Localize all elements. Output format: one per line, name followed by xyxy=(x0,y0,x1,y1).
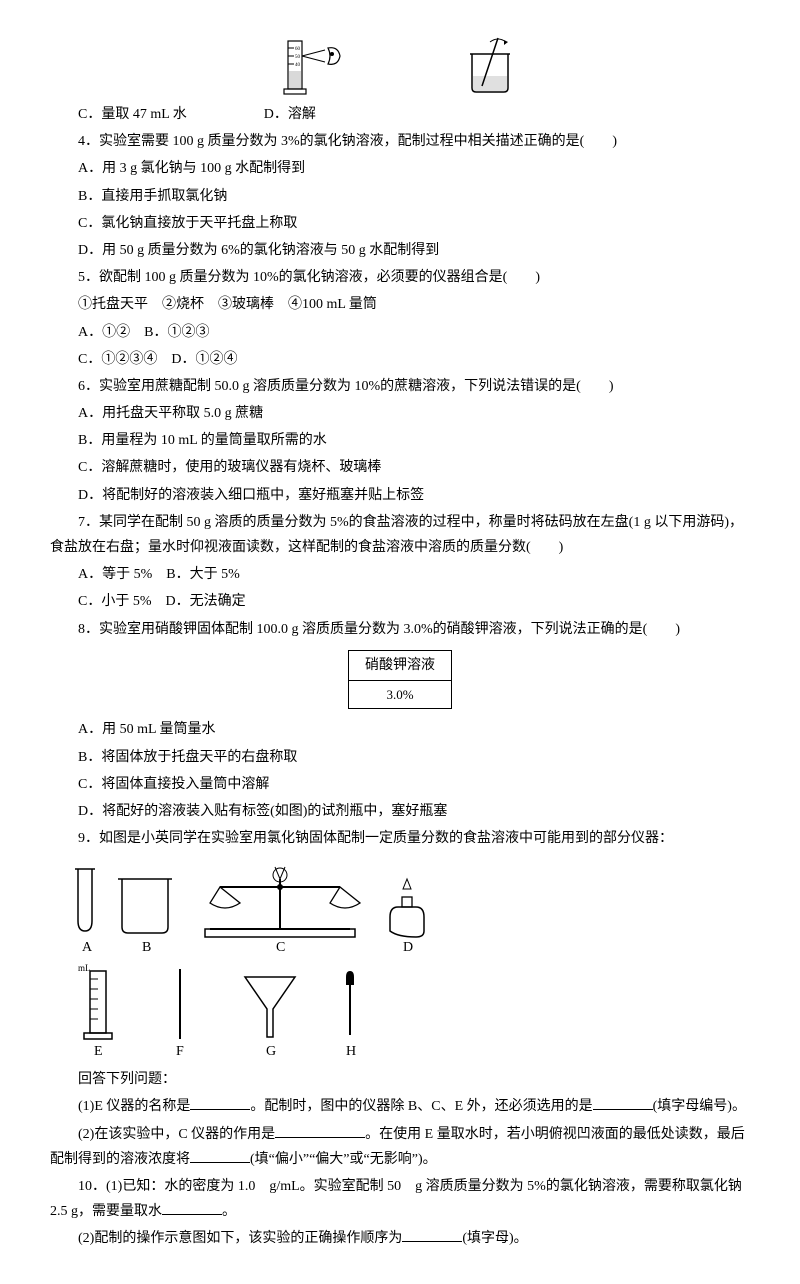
figure-row-top: 60 50 40 xyxy=(50,36,750,96)
graduated-cylinder-icon: 60 50 40 xyxy=(280,36,360,96)
q8-label-figure: 硝酸钾溶液 3.0% xyxy=(50,650,750,710)
q4-stem: 4．实验室需要 100 g 质量分数为 3%的氯化钠溶液，配制过程中相关描述正确… xyxy=(50,129,750,154)
q4-B: B．直接用手抓取氯化钠 xyxy=(50,184,750,209)
q6-stem: 6．实验室用蔗糖配制 50.0 g 溶质质量分数为 10%的蔗糖溶液，下列说法错… xyxy=(50,374,750,399)
blank[interactable] xyxy=(190,1095,250,1110)
svg-text:60: 60 xyxy=(295,47,301,52)
q6-D: D．将配制好的溶液装入细口瓶中，塞好瓶塞并贴上标签 xyxy=(50,483,750,508)
q7-row2: C．小于 5% D．无法确定 xyxy=(50,589,750,614)
q6-A: A．用托盘天平称取 5.0 g 蔗糖 xyxy=(50,401,750,426)
blank[interactable] xyxy=(190,1148,250,1163)
q9-p1: (1)E 仪器的名称是。配制时，图中的仪器除 B、C、E 外，还必须选用的是(填… xyxy=(50,1094,750,1119)
q8-D: D．将配好的溶液装入贴有标签(如图)的试剂瓶中，塞好瓶塞 xyxy=(50,799,750,824)
q8-B: B．将固体放于托盘天平的右盘称取 xyxy=(50,745,750,770)
blank[interactable] xyxy=(593,1095,653,1110)
lblA: A xyxy=(82,940,93,955)
q9-p2: (2)在该实验中，C 仪器的作用是。在使用 E 量取水时，若小明俯视凹液面的最低… xyxy=(50,1122,750,1172)
svg-text:mL: mL xyxy=(78,963,91,973)
optD: D．溶解 xyxy=(264,107,316,122)
svg-text:40: 40 xyxy=(295,63,301,68)
q4-C: C．氯化钠直接放于天平托盘上称取 xyxy=(50,211,750,236)
svg-text:H: H xyxy=(346,1044,356,1059)
q6-B: B．用量程为 10 mL 的量筒量取所需的水 xyxy=(50,428,750,453)
q5-row2: C．①②③④ D．①②④ xyxy=(50,347,750,372)
blank[interactable] xyxy=(402,1227,462,1242)
q8-A: A．用 50 mL 量筒量水 xyxy=(50,717,750,742)
svg-text:G: G xyxy=(266,1044,276,1059)
q5-items: ①托盘天平 ②烧杯 ③玻璃棒 ④100 mL 量筒 xyxy=(50,292,750,317)
optC: C．量取 47 mL 水 xyxy=(78,107,187,122)
blank[interactable] xyxy=(275,1123,365,1138)
q8-C: C．将固体直接投入量筒中溶解 xyxy=(50,772,750,797)
fig-top-options: C．量取 47 mL 水 D．溶解 xyxy=(50,102,750,127)
blank[interactable] xyxy=(162,1200,222,1215)
q9-ans-head: 回答下列问题： xyxy=(50,1067,750,1092)
q10-p2: (2)配制的操作示意图如下，该实验的正确操作顺序为(填字母)。 xyxy=(50,1226,750,1251)
q7-stem: 7．某同学在配制 50 g 溶质的质量分数为 5%的食盐溶液的过程中，称量时将砝… xyxy=(50,510,750,560)
svg-text:D: D xyxy=(403,940,413,955)
q8-label-top: 硝酸钾溶液 xyxy=(349,651,451,681)
q8-label-bot: 3.0% xyxy=(349,681,451,708)
svg-text:E: E xyxy=(94,1044,103,1059)
svg-text:F: F xyxy=(176,1044,184,1059)
beaker-stir-icon xyxy=(460,36,520,96)
q8-stem: 8．实验室用硝酸钾固体配制 100.0 g 溶质质量分数为 3.0%的硝酸钾溶液… xyxy=(50,617,750,642)
svg-text:C: C xyxy=(276,940,285,955)
q4-D: D．用 50 g 质量分数为 6%的氯化钠溶液与 50 g 水配制得到 xyxy=(50,238,750,263)
q9-stem: 9．如图是小英同学在实验室用氯化钠固体配制一定质量分数的食盐溶液中可能用到的部分… xyxy=(50,826,750,851)
q6-C: C．溶解蔗糖时，使用的玻璃仪器有烧杯、玻璃棒 xyxy=(50,455,750,480)
q5-row1: A．①② B．①②③ xyxy=(50,320,750,345)
q9-figure: A B C D mL E F G xyxy=(50,859,750,1059)
q4-A: A．用 3 g 氯化钠与 100 g 水配制得到 xyxy=(50,156,750,181)
svg-text:50: 50 xyxy=(295,55,301,60)
q10-p1: 10．(1)已知：水的密度为 1.0 g/mL。实验室配制 50 g 溶质质量分… xyxy=(50,1174,750,1224)
q7-row1: A．等于 5% B．大于 5% xyxy=(50,562,750,587)
q5-stem: 5．欲配制 100 g 质量分数为 10%的氯化钠溶液，必须要的仪器组合是( ) xyxy=(50,265,750,290)
svg-text:B: B xyxy=(142,940,151,955)
